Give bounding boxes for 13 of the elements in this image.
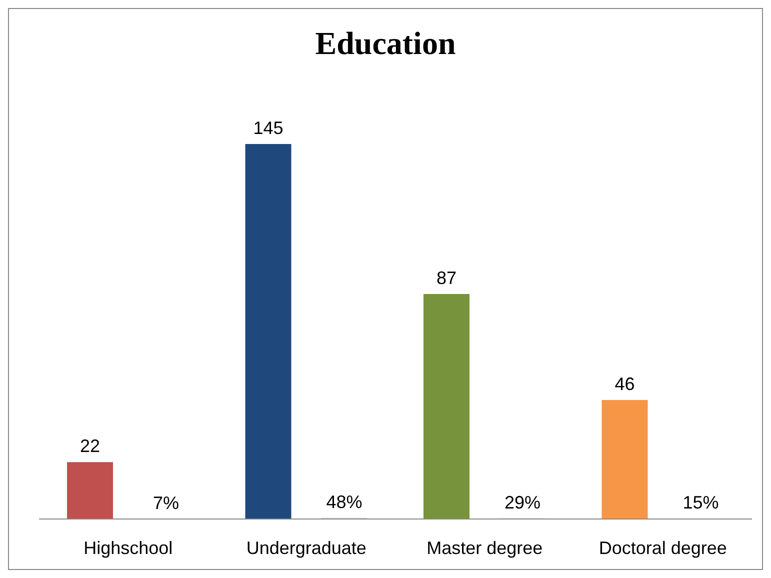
data-label: 22 xyxy=(80,436,100,456)
x-tick-label: Highschool xyxy=(84,538,173,558)
data-label: 15% xyxy=(682,492,719,513)
data-label: 48% xyxy=(326,492,362,512)
data-label: 29% xyxy=(504,492,541,512)
chart-title: Education xyxy=(314,25,457,62)
data-label: 145 xyxy=(253,118,284,138)
data-label: 46 xyxy=(614,374,635,394)
data-label: 87 xyxy=(436,268,457,288)
x-tick-label: Doctoral degree xyxy=(598,538,727,558)
x-tick-label: Master degree xyxy=(426,538,543,558)
x-tick-label: Undergraduate xyxy=(246,538,366,558)
data-label: 7% xyxy=(152,492,180,513)
